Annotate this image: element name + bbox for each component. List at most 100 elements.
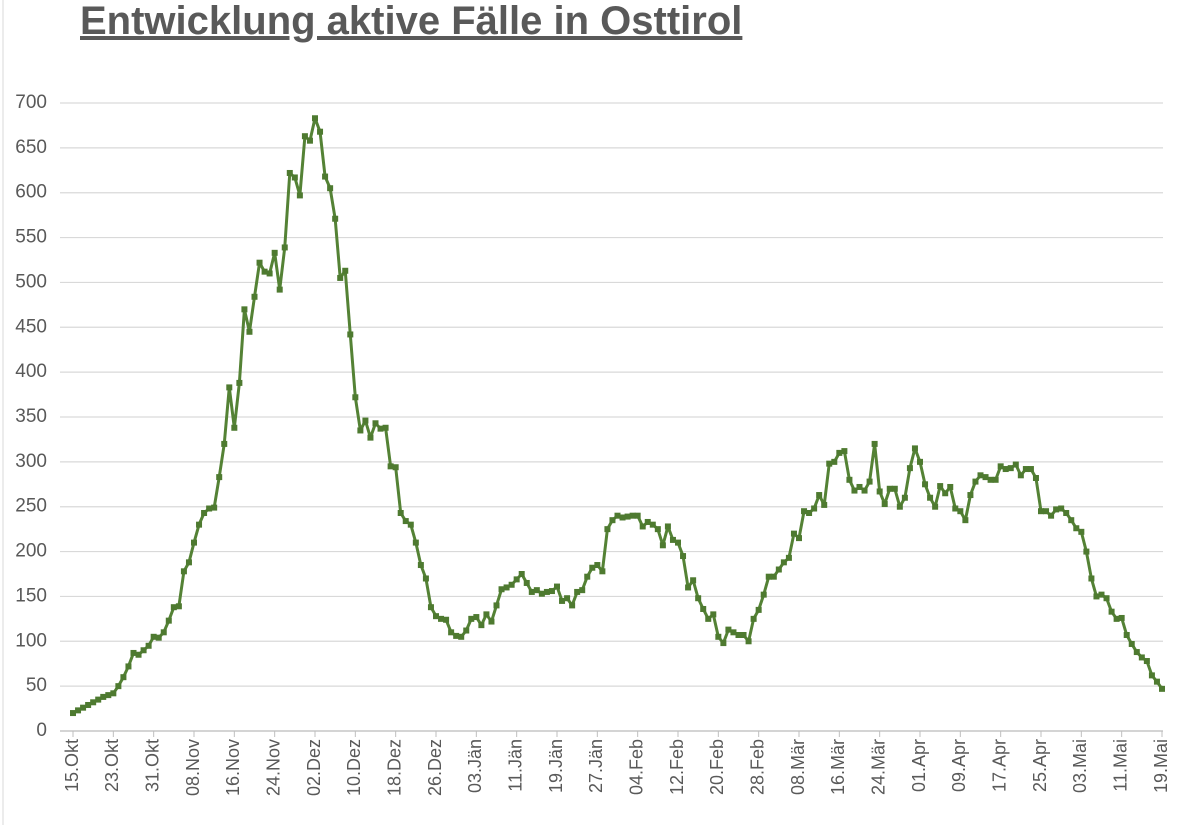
- y-tick-label: 250: [15, 496, 47, 517]
- marker: [422, 575, 429, 582]
- marker: [256, 259, 263, 266]
- marker: [594, 562, 601, 569]
- marker: [1043, 508, 1050, 515]
- marker: [690, 577, 697, 584]
- x-tick-label: 23.Okt: [102, 739, 122, 792]
- marker: [518, 571, 525, 577]
- marker: [780, 559, 787, 566]
- marker: [327, 185, 334, 192]
- marker: [503, 584, 510, 591]
- marker: [241, 306, 248, 313]
- marker: [1128, 640, 1135, 647]
- marker: [412, 539, 419, 546]
- marker: [115, 683, 122, 690]
- marker: [402, 518, 409, 525]
- x-tick-label: 28.Feb: [747, 739, 767, 795]
- marker: [1032, 475, 1039, 482]
- marker: [347, 331, 354, 338]
- marker: [962, 517, 969, 524]
- marker: [881, 501, 888, 508]
- y-tick-label: 400: [15, 361, 47, 382]
- marker: [322, 173, 329, 180]
- marker: [206, 505, 213, 512]
- marker: [680, 553, 687, 560]
- marker: [659, 542, 666, 549]
- marker: [634, 512, 641, 519]
- marker: [226, 384, 233, 391]
- marker: [80, 704, 87, 711]
- marker: [755, 606, 762, 613]
- marker: [155, 634, 162, 641]
- marker: [1123, 632, 1130, 639]
- x-tick-label: 02.Dez: [304, 739, 324, 796]
- marker: [508, 581, 515, 588]
- marker: [806, 509, 813, 516]
- marker: [85, 701, 92, 708]
- marker: [750, 615, 757, 622]
- x-tick-label: 08.Mär: [788, 739, 808, 795]
- marker: [685, 584, 692, 591]
- marker: [276, 286, 283, 293]
- marker: [528, 588, 535, 595]
- marker: [730, 629, 737, 636]
- marker: [286, 169, 293, 176]
- marker: [1002, 466, 1009, 473]
- marker: [1012, 461, 1019, 468]
- x-tick-label: 26.Dez: [425, 739, 445, 796]
- marker: [191, 539, 197, 546]
- marker: [120, 674, 127, 681]
- marker: [433, 613, 439, 620]
- marker: [911, 445, 918, 452]
- marker: [629, 512, 636, 519]
- marker: [932, 503, 939, 510]
- marker: [957, 508, 964, 515]
- marker: [775, 566, 782, 573]
- marker: [896, 503, 903, 510]
- marker: [977, 472, 984, 479]
- marker: [851, 487, 858, 494]
- marker: [498, 586, 505, 593]
- line: [72, 116, 1164, 715]
- marker: [216, 474, 223, 481]
- marker: [1063, 509, 1070, 516]
- x-tick-label: 18.Dez: [384, 739, 404, 796]
- x-tick-label: 03.Jän: [465, 739, 485, 793]
- marker: [100, 693, 107, 700]
- marker: [1083, 548, 1090, 555]
- marker: [443, 616, 450, 623]
- x-tick-label: 12.Feb: [667, 739, 687, 795]
- marker: [377, 425, 384, 432]
- marker: [387, 463, 394, 470]
- x-tick-label: 16.Nov: [223, 739, 243, 796]
- marker: [392, 464, 399, 471]
- marker: [105, 692, 112, 699]
- marker: [473, 614, 480, 621]
- marker: [1058, 505, 1065, 512]
- marker: [170, 604, 177, 611]
- marker: [1088, 575, 1095, 582]
- marker: [125, 663, 132, 670]
- x-tick-label: 24.Mär: [868, 739, 888, 795]
- marker: [150, 633, 157, 640]
- x-tick-label: 25.Apr: [1030, 739, 1050, 792]
- marker: [982, 474, 989, 481]
- y-tick-label: 350: [15, 406, 47, 427]
- y-tick-label: 600: [15, 182, 47, 203]
- marker: [140, 647, 147, 654]
- marker: [609, 517, 616, 524]
- marker: [906, 465, 913, 472]
- marker: [790, 530, 797, 537]
- marker: [196, 521, 203, 528]
- marker: [725, 626, 732, 633]
- marker: [740, 632, 747, 639]
- marker: [438, 615, 445, 622]
- marker: [836, 449, 843, 456]
- marker: [917, 458, 923, 465]
- marker: [695, 595, 702, 602]
- marker: [201, 509, 208, 516]
- marker: [569, 602, 576, 609]
- x-tick-label: 11.Jän: [505, 739, 525, 792]
- marker: [145, 642, 152, 649]
